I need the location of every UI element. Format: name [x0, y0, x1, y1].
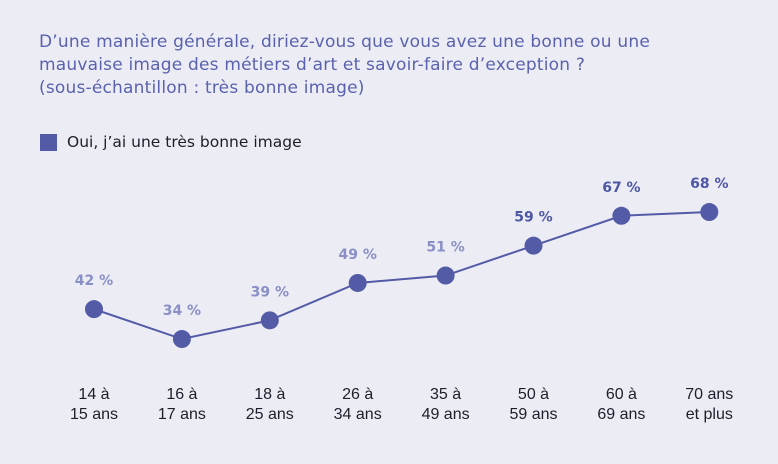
x-tick-label: 50 à 59 ans [489, 385, 579, 425]
title-line-1: D’une manière générale, diriez-vous que … [39, 32, 650, 52]
x-tick-label-line: 14 à [78, 386, 110, 403]
x-tick-label: 35 à 49 ans [401, 385, 491, 425]
data-label: 34 % [163, 303, 201, 319]
legend-swatch [40, 133, 57, 151]
data-point [612, 206, 631, 225]
x-tick-label-line: 60 à [605, 386, 637, 403]
x-tick-label-line: 70 ans [685, 386, 734, 403]
data-point [85, 300, 103, 319]
data-label: 68 % [690, 176, 728, 192]
x-tick-label: 60 à 69 ans [576, 385, 666, 425]
title-line-3: (sous-échantillon : très bonne image) [39, 78, 365, 98]
x-tick-label-line: 35 à [430, 386, 462, 403]
data-point [260, 311, 279, 330]
x-tick-label-line: 26 à [342, 386, 374, 403]
data-point [348, 273, 367, 292]
x-tick-label-line: 25 ans [245, 406, 294, 423]
x-tick-label-line: 34 ans [333, 406, 382, 423]
x-tick-label-line: et plus [685, 406, 733, 423]
data-label: 67 % [602, 180, 640, 196]
chart-title: D’une manière générale, diriez-vous que … [39, 31, 759, 100]
x-tick-label: 18 à 25 ans [225, 385, 315, 425]
data-label: 42 % [75, 273, 113, 289]
x-tick-label-line: 50 à [517, 386, 550, 403]
x-tick-label: 70 ans et plus [664, 385, 754, 425]
x-tick-label-line: 69 ans [597, 406, 646, 423]
x-tick-label: 14 à 15 ans [49, 385, 139, 425]
data-point [436, 266, 455, 285]
x-tick-label-line: 49 ans [421, 406, 470, 423]
x-tick-label: 26 à 34 ans [313, 385, 403, 425]
legend: Oui, j’ai une très bonne image [40, 133, 302, 151]
x-tick-label-line: 15 ans [69, 406, 119, 423]
x-tick-label: 16 à 17 ans [137, 385, 227, 425]
title-line-2: mauvaise image des métiers d’art et savo… [39, 55, 586, 75]
data-label: 51 % [426, 240, 464, 256]
data-label: 39 % [251, 284, 289, 300]
x-tick-label-line: 59 ans [509, 406, 558, 423]
legend-label: Oui, j’ai une très bonne image [67, 133, 302, 151]
data-label: 59 % [514, 210, 552, 226]
data-point [524, 236, 543, 255]
x-tick-label-line: 17 ans [157, 406, 206, 423]
data-label: 49 % [339, 247, 377, 263]
series-line [93, 211, 710, 341]
x-tick-label-line: 16 à [166, 386, 198, 403]
data-point [172, 330, 191, 349]
x-tick-label-line: 18 à [254, 386, 286, 403]
data-point [700, 203, 719, 222]
